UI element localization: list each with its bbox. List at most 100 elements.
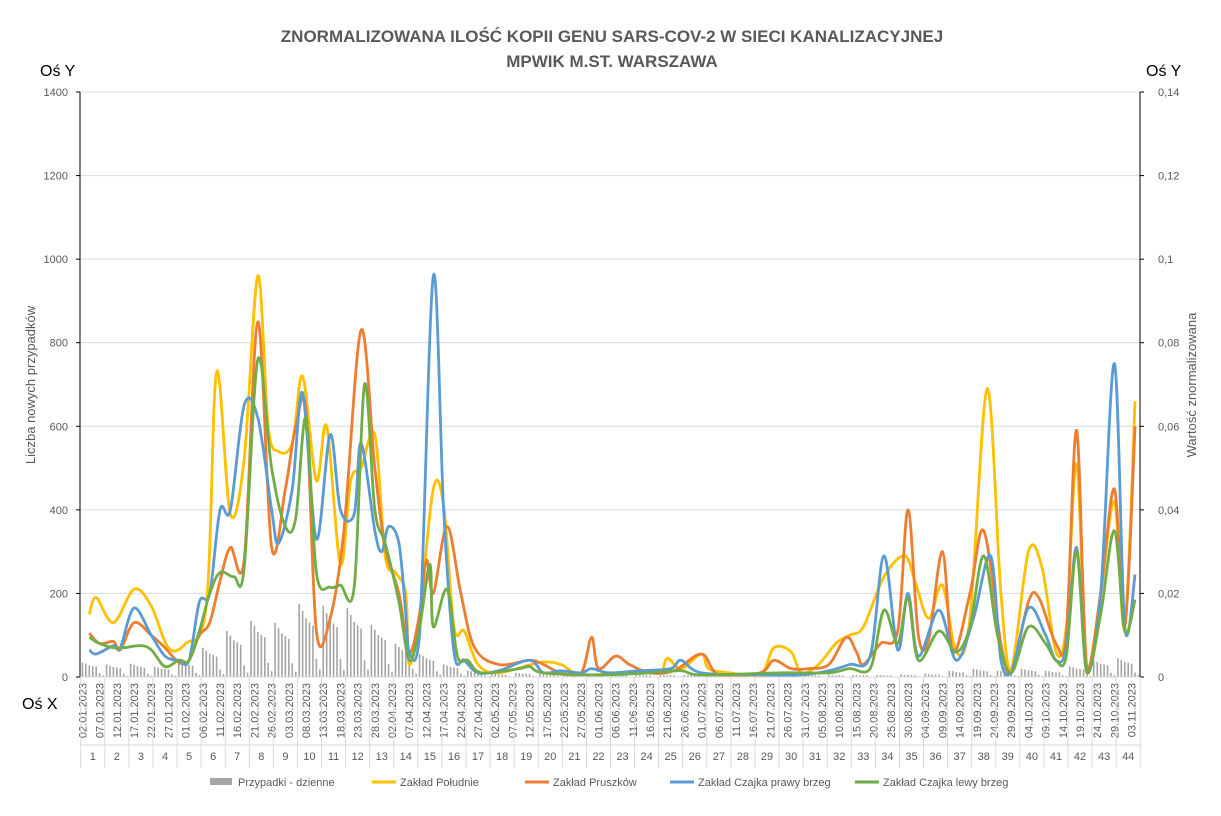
daily-cases-bar — [219, 669, 221, 677]
daily-cases-bar — [1034, 671, 1037, 677]
gridlines — [80, 91, 1140, 594]
daily-cases-bar — [346, 608, 349, 677]
chart-title-line-1: ZNORMALIZOWANA ILOŚĆ KOPII GENU SARS-COV… — [281, 27, 943, 46]
daily-cases-bar — [1123, 661, 1126, 677]
daily-cases-bar — [886, 675, 889, 677]
daily-cases-bar — [236, 642, 239, 677]
series-lines — [87, 272, 1137, 678]
x-date-label: 07.01.2023 — [95, 683, 107, 738]
x-date-label: 21.02.2023 — [249, 683, 261, 738]
left-axis-tick-label: 1000 — [44, 254, 68, 266]
daily-cases-bars — [81, 603, 1140, 677]
daily-cases-bar — [188, 664, 190, 677]
week-number-label: 40 — [1026, 751, 1038, 763]
x-date-label: 21.07.2023 — [765, 683, 777, 738]
daily-cases-bar — [277, 628, 280, 677]
daily-cases-bar — [989, 674, 992, 677]
daily-cases-bar — [81, 662, 84, 677]
daily-cases-bar — [435, 671, 438, 677]
daily-cases-bar — [1044, 670, 1047, 677]
x-date-label: 11.06.2023 — [628, 683, 640, 737]
daily-cases-bar — [962, 672, 964, 677]
daily-cases-bar — [181, 662, 183, 677]
daily-cases-bar — [1082, 669, 1085, 677]
daily-cases-bar — [817, 675, 820, 677]
legend-item: Zakład Pruszków — [525, 777, 637, 789]
daily-cases-bar — [284, 636, 287, 677]
daily-cases-bar — [116, 667, 118, 677]
legend-item: Zakład Południe — [372, 777, 479, 789]
right-axis-corner-label: Oś Y — [1146, 63, 1182, 80]
right-axis-tick-label: 0,04 — [1158, 505, 1179, 517]
daily-cases-bar — [549, 674, 552, 677]
x-date-label: 31.07.2023 — [800, 683, 812, 738]
left-axis-corner-label: Oś Y — [40, 63, 76, 80]
week-number-label: 7 — [234, 751, 240, 763]
daily-cases-bar — [246, 672, 249, 677]
week-number-label: 19 — [520, 751, 532, 763]
daily-cases-bar — [951, 671, 954, 677]
week-number-label: 38 — [978, 751, 990, 763]
week-number-label: 1 — [90, 751, 96, 763]
x-date-label: 16.07.2023 — [748, 683, 760, 738]
week-number-label: 22 — [592, 751, 604, 763]
week-number-label: 37 — [954, 751, 966, 763]
daily-cases-bar — [150, 675, 153, 677]
daily-cases-bar — [621, 675, 624, 677]
week-number-label: 23 — [616, 751, 628, 763]
daily-cases-bar — [205, 650, 208, 677]
week-number-label: 44 — [1122, 751, 1134, 763]
daily-cases-bar — [697, 675, 699, 677]
daily-cases-bar — [336, 627, 338, 677]
daily-cases-bar — [1127, 662, 1129, 677]
x-date-label: 29.10.2023 — [1109, 683, 1121, 738]
daily-cases-bar — [226, 631, 228, 677]
x-date-label: 12.05.2023 — [525, 683, 537, 738]
daily-cases-bar — [332, 623, 335, 677]
x-date-label: 27.05.2023 — [576, 683, 588, 738]
daily-cases-bar — [222, 674, 225, 677]
x-date-label: 17.04.2023 — [439, 683, 451, 738]
week-number-label: 14 — [400, 751, 412, 763]
daily-cases-bar — [924, 673, 927, 677]
daily-cases-bar — [515, 672, 517, 677]
daily-cases-bar — [88, 665, 91, 677]
x-date-label: 01.02.2023 — [181, 683, 193, 738]
daily-cases-bar — [260, 634, 263, 677]
daily-cases-bar — [315, 658, 318, 677]
daily-cases-bar — [119, 668, 122, 677]
daily-cases-bar — [102, 675, 104, 677]
right-axis-tick-label: 0,14 — [1158, 87, 1179, 99]
daily-cases-bar — [948, 670, 951, 677]
daily-cases-bar — [976, 669, 978, 677]
daily-cases-bar — [257, 631, 259, 677]
week-number-label: 6 — [210, 751, 216, 763]
daily-cases-bar — [807, 674, 810, 677]
series-line-zak-ad-czajka-lewy-brzeg — [88, 356, 1137, 677]
x-date-label: 19.10.2023 — [1075, 683, 1087, 738]
x-date-label: 30.08.2023 — [903, 683, 915, 738]
daily-cases-bar — [934, 674, 937, 677]
x-date-label: 14.09.2023 — [955, 683, 967, 738]
daily-cases-bar — [1013, 675, 1016, 677]
week-number-label: 13 — [376, 751, 388, 763]
daily-cases-bar — [1010, 672, 1013, 677]
daily-cases-bar — [250, 620, 252, 677]
daily-cases-bar — [136, 666, 139, 677]
daily-cases-bar — [270, 671, 273, 677]
daily-cases-bar — [109, 665, 111, 677]
x-date-label: 23.03.2023 — [353, 683, 365, 738]
daily-cases-bar — [814, 675, 816, 677]
daily-cases-bar — [663, 674, 665, 677]
week-number-label: 32 — [833, 751, 845, 763]
x-date-label: 14.10.2023 — [1058, 683, 1070, 738]
left-axis-tick-label: 1400 — [44, 87, 68, 99]
week-number-label: 35 — [905, 751, 917, 763]
daily-cases-bar — [85, 663, 87, 677]
x-date-label: 16.02.2023 — [232, 683, 244, 738]
daily-cases-bar — [470, 671, 472, 677]
daily-cases-bar — [1096, 661, 1099, 677]
daily-cases-bar — [1110, 672, 1112, 677]
daily-cases-bar — [98, 673, 101, 677]
week-number-label: 11 — [328, 751, 339, 763]
